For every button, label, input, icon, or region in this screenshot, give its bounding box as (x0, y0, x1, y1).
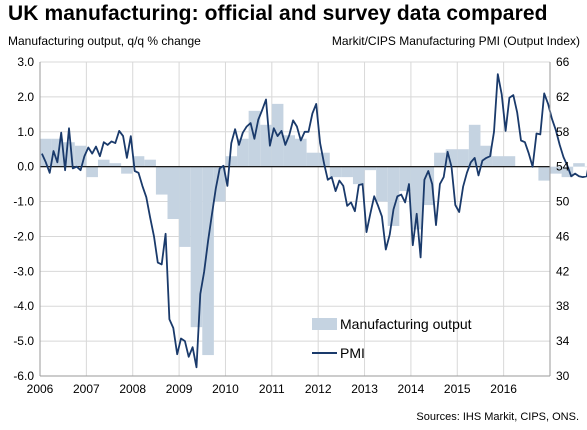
left-tick-label: -6.0 (13, 369, 34, 383)
pmi-line-path (41, 73, 587, 369)
output-bar (51, 138, 64, 167)
chart-title: UK manufacturing: official and survey da… (8, 2, 548, 25)
source-note: Sources: IHS Markit, CIPS, ONS. (416, 411, 579, 423)
output-bar (468, 124, 481, 167)
output-bar (410, 166, 423, 230)
right-tick-label: 54 (556, 160, 570, 174)
x-tick-label: 2008 (119, 382, 146, 396)
x-tick-label: 2013 (351, 382, 378, 396)
output-bar (573, 163, 585, 167)
right-tick-label: 50 (556, 195, 570, 209)
x-tick-label: 2009 (166, 382, 193, 396)
output-bar (306, 152, 319, 167)
output-bar (561, 166, 574, 178)
x-tick-label: 2014 (398, 382, 425, 396)
output-bar (399, 166, 411, 192)
output-bar (550, 166, 562, 174)
right-tick-label: 46 (556, 229, 570, 243)
right-tick-label: 62 (556, 90, 570, 104)
output-bar (179, 166, 191, 247)
output-bar (457, 149, 469, 167)
axes: 3.0 66 2.0 62 1.0 58 0.0 54 -1.0 50 -2.0 46 -3.0 42 -4… (13, 55, 569, 396)
output-bar (86, 166, 98, 178)
output-bar (445, 149, 458, 167)
output-bar (121, 166, 133, 174)
output-bar (40, 138, 52, 167)
x-tick-label: 2006 (27, 382, 54, 396)
output-bar (155, 166, 168, 195)
output-bar (422, 166, 435, 206)
output-bars (40, 103, 587, 356)
output-bar (213, 166, 226, 202)
legend-label-output: Manufacturing output (340, 316, 472, 332)
left-tick-label: -5.0 (13, 334, 34, 348)
output-bar (584, 166, 587, 168)
output-bar (329, 166, 342, 178)
output-bar (109, 163, 122, 167)
x-tick-label: 2011 (259, 382, 285, 396)
right-tick-label: 42 (556, 264, 570, 278)
output-bar (202, 166, 214, 356)
legend: Manufacturing output PMI (312, 316, 472, 361)
output-bar (260, 124, 272, 167)
output-bar (538, 166, 550, 181)
legend-label-pmi: PMI (340, 345, 365, 361)
output-bar (387, 166, 400, 226)
output-bar (63, 142, 75, 167)
output-bar (364, 166, 377, 171)
output-bar (434, 152, 446, 167)
left-tick-label: -4.0 (13, 299, 34, 313)
pmi-line (41, 73, 587, 369)
right-tick-label: 34 (556, 334, 570, 348)
output-bar (97, 159, 110, 167)
output-bar (74, 145, 87, 167)
x-tick-label: 2016 (490, 382, 517, 396)
right-tick-label: 66 (556, 55, 570, 69)
output-bar (341, 166, 353, 178)
right-tick-label: 30 (556, 369, 570, 383)
right-tick-label: 38 (556, 299, 570, 313)
left-tick-label: 2.0 (17, 90, 34, 104)
left-tick-label: 3.0 (17, 55, 34, 69)
output-bar (492, 156, 504, 167)
right-tick-label: 58 (556, 125, 570, 139)
x-tick-label: 2010 (212, 382, 239, 396)
left-tick-label: 0.0 (17, 160, 34, 174)
output-bar (480, 145, 493, 167)
left-axis-title: Manufacturing output, q/q % change (8, 34, 201, 48)
output-bar (503, 156, 516, 167)
output-bar (190, 166, 203, 328)
right-axis-title: Markit/CIPS Manufacturing PMI (Output In… (331, 34, 580, 48)
output-bar (352, 166, 365, 185)
output-bar (167, 166, 180, 219)
output-bar (144, 159, 156, 167)
output-bar (295, 138, 307, 167)
legend-swatch-bar (312, 318, 337, 330)
output-bar (225, 156, 238, 167)
left-tick-label: 1.0 (17, 125, 34, 139)
output-bar (237, 138, 249, 167)
x-tick-label: 2015 (444, 382, 471, 396)
output-bar (376, 166, 388, 202)
left-tick-label: -3.0 (13, 264, 34, 278)
left-tick-label: -1.0 (13, 195, 34, 209)
x-tick-label: 2007 (73, 382, 100, 396)
output-bar (283, 135, 295, 167)
gridlines (39, 61, 551, 377)
left-tick-label: -2.0 (13, 229, 34, 243)
output-bar (132, 156, 145, 167)
x-tick-label: 2012 (305, 382, 332, 396)
